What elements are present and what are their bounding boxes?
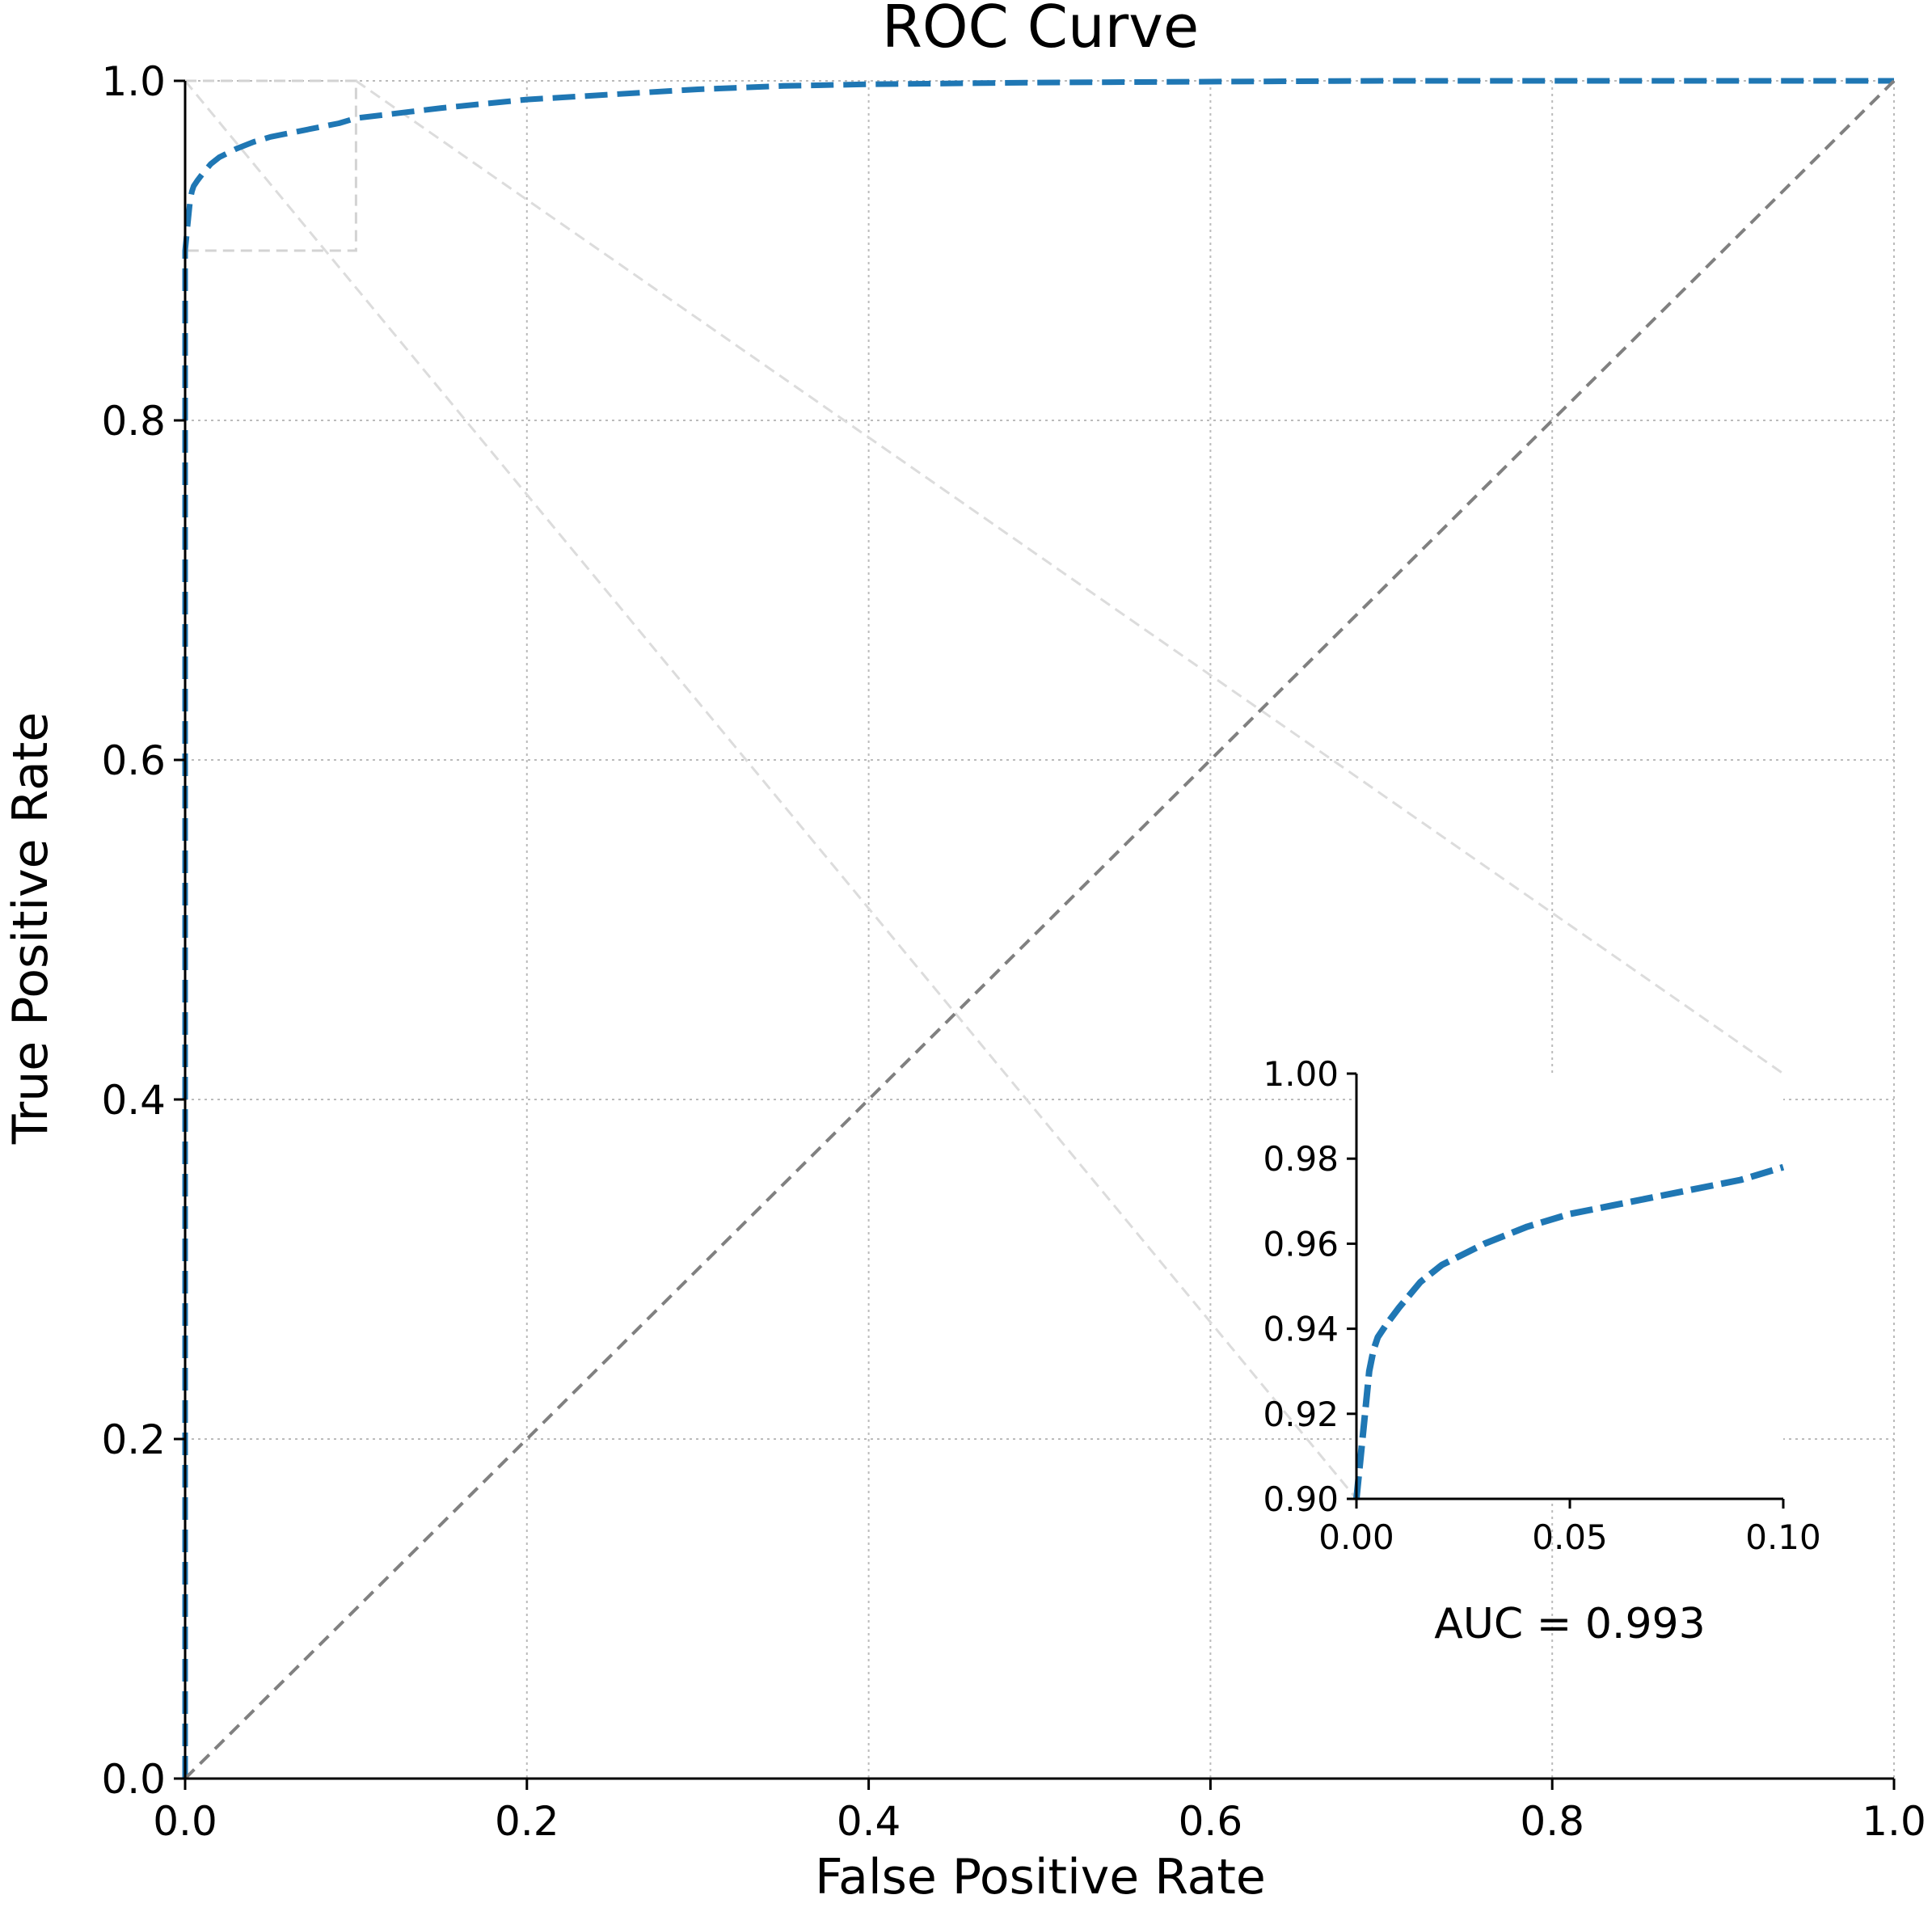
main-x-axis: 0.0 0.2 0.4 0.6 0.8 1.0 [153, 1779, 1926, 1845]
y-axis-label: True Positive Rate [2, 712, 59, 1145]
zoom-connector-line [355, 79, 1784, 1075]
inset-y-tick-label: 0.94 [1263, 1310, 1339, 1349]
zoom-connector-line [183, 80, 1358, 1500]
inset-plot-area [1353, 1163, 1785, 1500]
y-tick-label: 0.8 [101, 398, 166, 445]
x-tick-label: 1.0 [1862, 1798, 1926, 1845]
x-tick-label: 0.6 [1179, 1798, 1243, 1845]
inset-roc-curve-line [1353, 1163, 1785, 1500]
auc-annotation: AUC = 0.993 [1434, 1600, 1705, 1648]
inset-x-tick-label: 0.10 [1745, 1517, 1821, 1557]
inset-y-tick-label: 0.96 [1263, 1224, 1339, 1264]
y-tick-label: 0.4 [101, 1077, 166, 1124]
inset-y-tick-label: 0.90 [1263, 1479, 1339, 1519]
inset-y-tick-label: 0.92 [1263, 1395, 1339, 1434]
y-tick-label: 0.6 [101, 737, 166, 784]
chance-diagonal-line [183, 79, 1896, 1780]
x-tick-label: 0.4 [837, 1798, 901, 1845]
inset-y-axis: 0.90 0.92 0.94 0.96 0.98 1.00 [1263, 1054, 1356, 1519]
x-tick-label: 0.0 [153, 1798, 217, 1845]
inset-x-tick-label: 0.00 [1318, 1517, 1394, 1557]
inset-x-axis: 0.00 0.05 0.10 [1318, 1499, 1821, 1557]
main-spines [183, 81, 1894, 1780]
y-tick-label: 1.0 [101, 58, 166, 105]
x-tick-label: 0.8 [1520, 1798, 1584, 1845]
inset-background [1356, 1074, 1783, 1499]
y-tick-label: 0.2 [101, 1416, 166, 1463]
roc-curve-line [182, 78, 1894, 1779]
y-tick-label: 0.0 [101, 1756, 166, 1803]
inset-x-tick-label: 0.05 [1532, 1517, 1608, 1557]
inset-y-tick-label: 1.00 [1263, 1054, 1339, 1094]
x-axis-label: False Positive Rate [815, 1849, 1266, 1905]
main-plot-area [182, 78, 1896, 1780]
main-y-axis: 0.0 0.2 0.4 0.6 0.8 1.0 [101, 58, 185, 1803]
inset-y-tick-label: 0.98 [1263, 1139, 1339, 1179]
x-tick-label: 0.2 [495, 1798, 559, 1845]
chart-title: ROC Curve [882, 0, 1199, 61]
